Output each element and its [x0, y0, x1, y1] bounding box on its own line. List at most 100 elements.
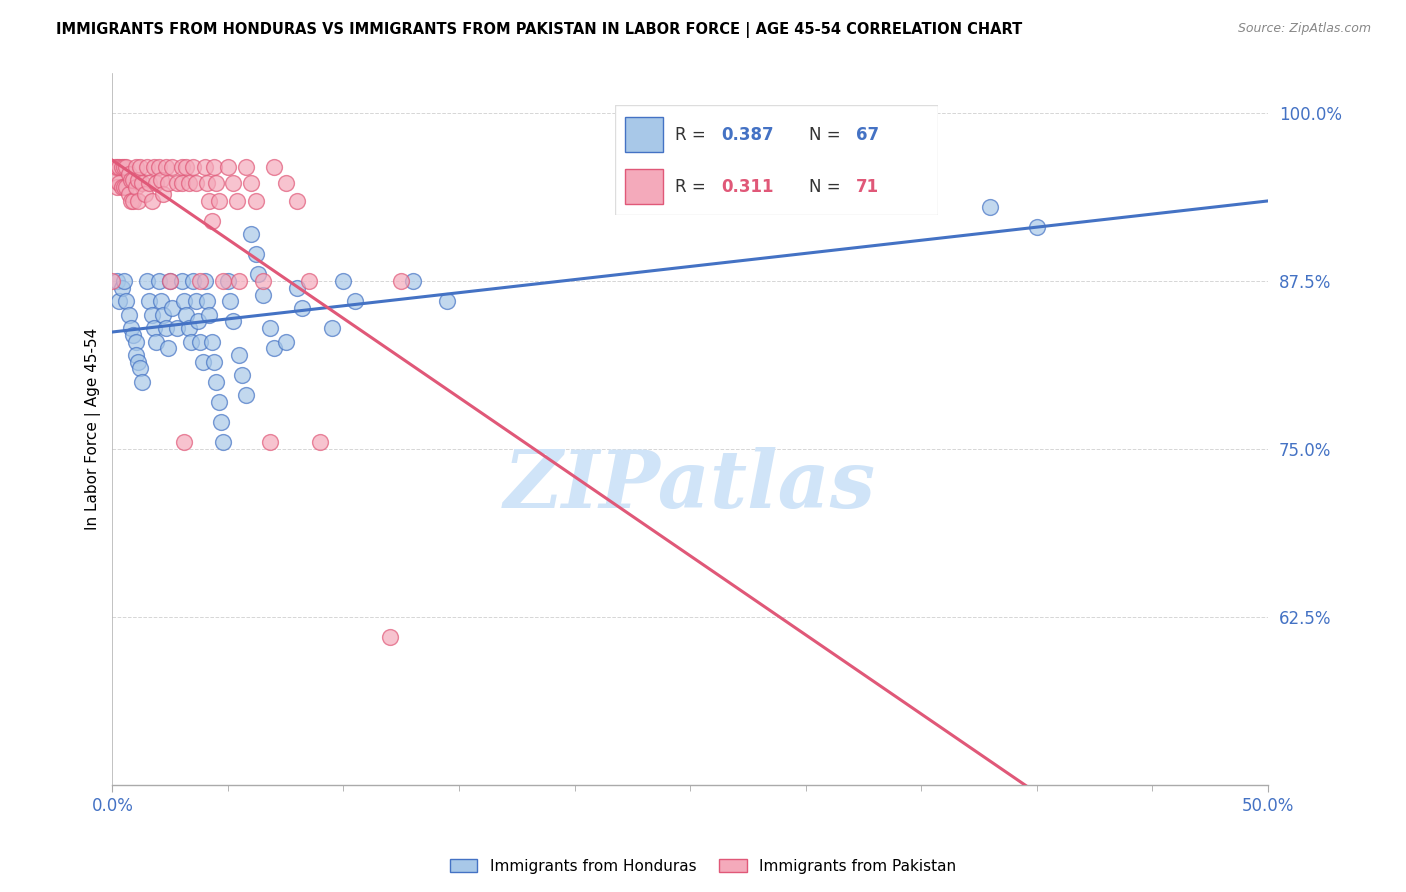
Point — [221, 314, 243, 328]
Point — [159, 274, 181, 288]
Point — [259, 321, 281, 335]
Point — [149, 173, 172, 187]
Point — [131, 176, 153, 190]
Point — [173, 435, 195, 450]
Point — [1025, 220, 1047, 235]
Point — [104, 173, 127, 187]
Point — [148, 274, 170, 288]
Point — [194, 274, 217, 288]
Y-axis label: In Labor Force | Age 45-54: In Labor Force | Age 45-54 — [86, 327, 101, 530]
Point — [122, 173, 145, 187]
Point — [274, 176, 297, 190]
Point — [235, 388, 257, 402]
Point — [115, 180, 138, 194]
Point — [166, 321, 188, 335]
Point — [127, 173, 149, 187]
Point — [187, 314, 209, 328]
Point — [127, 194, 149, 208]
Point — [129, 160, 152, 174]
Point — [194, 160, 217, 174]
Point — [226, 194, 249, 208]
Point — [115, 160, 138, 174]
Text: IMMIGRANTS FROM HONDURAS VS IMMIGRANTS FROM PAKISTAN IN LABOR FORCE | AGE 45-54 : IMMIGRANTS FROM HONDURAS VS IMMIGRANTS F… — [56, 22, 1022, 38]
Point — [111, 281, 134, 295]
Point — [177, 176, 200, 190]
Point — [156, 341, 179, 355]
Point — [156, 176, 179, 190]
Point — [162, 301, 184, 315]
Point — [208, 194, 231, 208]
Point — [138, 176, 160, 190]
Point — [402, 274, 425, 288]
Point — [111, 180, 134, 194]
Point — [389, 274, 412, 288]
Point — [148, 160, 170, 174]
Point — [240, 176, 263, 190]
Point — [105, 180, 128, 194]
Point — [263, 160, 285, 174]
Text: ZIPatlas: ZIPatlas — [503, 447, 876, 524]
Point — [979, 200, 1001, 214]
Point — [124, 334, 146, 349]
Point — [217, 160, 239, 174]
Point — [111, 160, 134, 174]
Point — [245, 194, 267, 208]
Point — [134, 186, 156, 201]
Point — [209, 415, 232, 429]
Point — [105, 160, 128, 174]
Point — [127, 355, 149, 369]
Point — [177, 321, 200, 335]
Point — [195, 294, 218, 309]
Point — [191, 355, 214, 369]
Point — [124, 348, 146, 362]
Point — [259, 435, 281, 450]
Point — [198, 194, 221, 208]
Point — [188, 274, 211, 288]
Point — [170, 274, 193, 288]
Point — [143, 160, 166, 174]
Point — [176, 308, 198, 322]
Point — [235, 160, 257, 174]
Point — [136, 274, 159, 288]
Point — [112, 160, 135, 174]
Point — [120, 173, 142, 187]
Point — [129, 361, 152, 376]
Point — [152, 308, 174, 322]
Point — [285, 281, 308, 295]
Point — [205, 176, 228, 190]
Point — [124, 160, 146, 174]
Point — [195, 176, 218, 190]
Point — [231, 368, 253, 383]
Point — [166, 176, 188, 190]
Point — [115, 294, 138, 309]
Point — [291, 301, 314, 315]
Point — [202, 160, 225, 174]
Point — [245, 247, 267, 261]
Point — [188, 334, 211, 349]
Point — [155, 321, 177, 335]
Point — [122, 194, 145, 208]
Point — [321, 321, 343, 335]
Legend: Immigrants from Honduras, Immigrants from Pakistan: Immigrants from Honduras, Immigrants fro… — [444, 853, 962, 880]
Point — [212, 435, 235, 450]
Point — [285, 194, 308, 208]
Point — [246, 268, 269, 282]
Point — [122, 327, 145, 342]
Point — [201, 334, 224, 349]
Point — [101, 274, 124, 288]
Point — [162, 160, 184, 174]
Point — [181, 160, 204, 174]
Point — [120, 194, 142, 208]
Point — [155, 160, 177, 174]
Point — [252, 274, 274, 288]
Point — [108, 176, 131, 190]
Point — [176, 160, 198, 174]
Point — [240, 227, 263, 241]
Point — [274, 334, 297, 349]
Point — [170, 160, 193, 174]
Point — [136, 160, 159, 174]
Point — [141, 308, 163, 322]
Point — [219, 294, 242, 309]
Text: Source: ZipAtlas.com: Source: ZipAtlas.com — [1237, 22, 1371, 36]
Point — [117, 186, 139, 201]
